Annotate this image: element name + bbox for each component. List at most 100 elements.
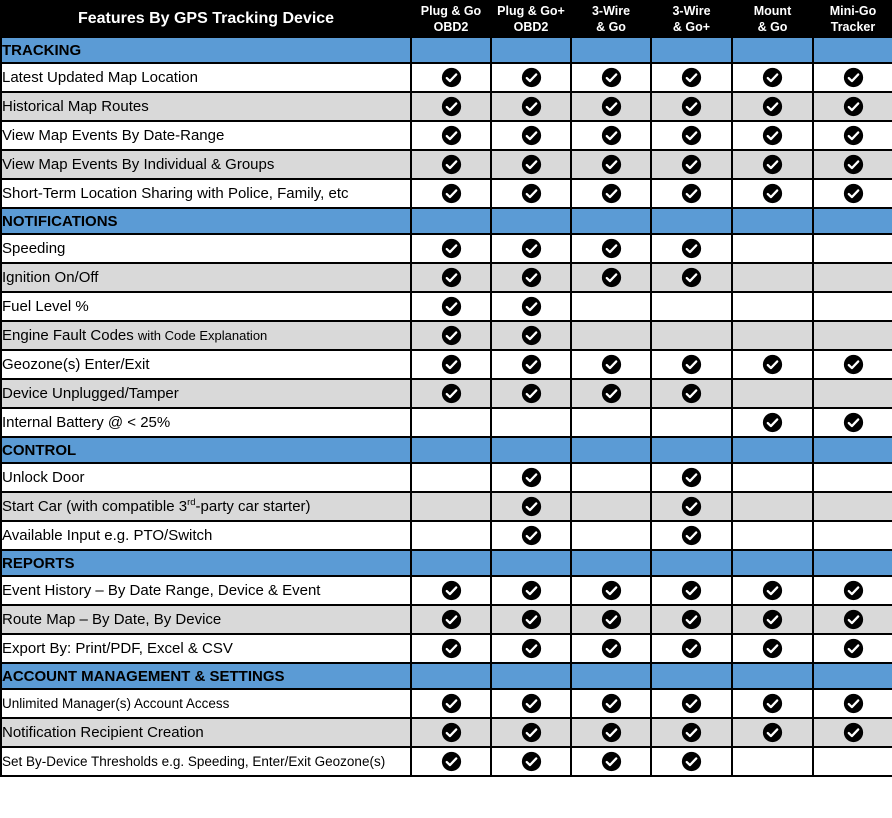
feature-check-cell xyxy=(490,349,572,380)
feature-check-cell xyxy=(490,291,572,322)
check-circle-icon xyxy=(653,693,730,714)
feature-empty-cell xyxy=(812,233,892,264)
check-circle-icon xyxy=(653,67,730,88)
feature-row: Geozone(s) Enter/Exit xyxy=(0,349,892,380)
feature-label: View Map Events By Individual & Groups xyxy=(0,149,412,180)
section-header-cell xyxy=(570,436,652,464)
check-circle-icon xyxy=(734,125,811,146)
feature-check-cell xyxy=(570,633,652,664)
feature-check-cell xyxy=(490,520,572,551)
feature-check-cell xyxy=(650,491,733,522)
feature-row: View Map Events By Date-Range xyxy=(0,120,892,151)
check-circle-icon xyxy=(653,354,730,375)
feature-label-text: Historical Map Routes xyxy=(2,98,149,115)
check-circle-icon xyxy=(493,751,569,772)
feature-label-text: Engine Fault Codes xyxy=(2,327,138,344)
check-circle-icon xyxy=(734,354,811,375)
section-header-cell xyxy=(570,662,652,690)
check-circle-icon xyxy=(815,722,891,743)
feature-empty-cell xyxy=(570,291,652,322)
section-header-cell xyxy=(410,662,492,690)
check-circle-icon xyxy=(653,183,730,204)
check-circle-icon xyxy=(493,67,569,88)
device-column-header-line1: 3-Wire xyxy=(672,3,711,18)
feature-check-cell xyxy=(570,688,652,719)
device-column-header-1: Plug & Go OBD2 xyxy=(410,0,492,38)
section-header-cell xyxy=(731,207,814,235)
feature-label-text: View Map Events By Date-Range xyxy=(2,127,225,144)
device-column-header-line2: Tracker xyxy=(830,20,876,34)
section-header-cell xyxy=(410,207,492,235)
section-header-row: TRACKING xyxy=(0,36,892,64)
feature-check-cell xyxy=(812,91,892,122)
feature-empty-cell xyxy=(812,462,892,493)
section-header-cell xyxy=(812,436,892,464)
feature-check-cell xyxy=(731,149,814,180)
section-header-cell xyxy=(410,36,492,64)
feature-check-cell xyxy=(731,407,814,438)
feature-check-cell xyxy=(490,746,572,777)
feature-check-cell xyxy=(731,62,814,93)
feature-check-cell xyxy=(410,320,492,351)
check-circle-icon xyxy=(734,609,811,630)
section-header-label: CONTROL xyxy=(0,436,412,464)
feature-label: Speeding xyxy=(0,233,412,264)
feature-empty-cell xyxy=(731,262,814,293)
check-circle-icon xyxy=(493,525,569,546)
feature-empty-cell xyxy=(650,320,733,351)
feature-label: Short-Term Location Sharing with Police,… xyxy=(0,178,412,209)
check-circle-icon xyxy=(573,638,649,659)
check-circle-icon xyxy=(493,580,569,601)
feature-row: Speeding xyxy=(0,233,892,264)
section-header-label: REPORTS xyxy=(0,549,412,577)
check-circle-icon xyxy=(493,325,569,346)
feature-check-cell xyxy=(410,604,492,635)
feature-empty-cell xyxy=(731,491,814,522)
section-header-cell xyxy=(490,549,572,577)
feature-label: Latest Updated Map Location xyxy=(0,62,412,93)
check-circle-icon xyxy=(734,154,811,175)
feature-check-cell xyxy=(812,149,892,180)
feature-label-text: Start Car (with compatible 3 xyxy=(2,498,188,515)
section-header-row: CONTROL xyxy=(0,436,892,464)
feature-label: Available Input e.g. PTO/Switch xyxy=(0,520,412,551)
feature-label: Internal Battery @ < 25% xyxy=(0,407,412,438)
feature-empty-cell xyxy=(812,291,892,322)
feature-label-superscript: rd xyxy=(187,497,196,508)
feature-check-cell xyxy=(490,149,572,180)
check-circle-icon xyxy=(653,96,730,117)
feature-row: Event History – By Date Range, Device & … xyxy=(0,575,892,606)
feature-check-cell xyxy=(410,349,492,380)
feature-label: Unlimited Manager(s) Account Access xyxy=(0,688,412,719)
check-circle-icon xyxy=(815,580,891,601)
feature-check-cell xyxy=(812,717,892,748)
device-column-header-line1: Mount xyxy=(753,3,792,18)
feature-check-cell xyxy=(650,91,733,122)
feature-check-cell xyxy=(570,717,652,748)
feature-label-text: Speeding xyxy=(2,240,66,257)
check-circle-icon xyxy=(815,154,891,175)
feature-empty-cell xyxy=(812,746,892,777)
feature-label-text: Notification Recipient Creation xyxy=(2,724,204,741)
section-header-cell xyxy=(410,436,492,464)
feature-empty-cell xyxy=(410,491,492,522)
section-header-cell xyxy=(731,662,814,690)
check-circle-icon xyxy=(815,609,891,630)
section-header-cell xyxy=(570,207,652,235)
section-header-cell xyxy=(650,436,733,464)
feature-check-cell xyxy=(812,178,892,209)
device-column-header-5: Mount & Go xyxy=(731,0,814,38)
check-circle-icon xyxy=(493,238,569,259)
check-circle-icon xyxy=(573,383,649,404)
check-circle-icon xyxy=(493,383,569,404)
device-column-header-line1: Plug & Go+ xyxy=(497,3,565,18)
check-circle-icon xyxy=(493,154,569,175)
feature-check-cell xyxy=(490,120,572,151)
section-header-cell xyxy=(650,207,733,235)
device-column-header-line2: & Go xyxy=(757,20,788,34)
feature-empty-cell xyxy=(570,520,652,551)
feature-check-cell xyxy=(731,178,814,209)
check-circle-icon xyxy=(734,412,811,433)
check-circle-icon xyxy=(653,125,730,146)
feature-label: Device Unplugged/Tamper xyxy=(0,378,412,409)
